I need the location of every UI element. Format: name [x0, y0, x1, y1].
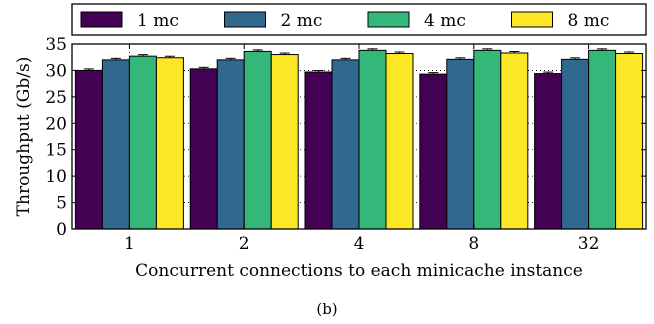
- y-tick-label: 10: [45, 167, 67, 187]
- legend-label-2mc: 2 mc: [281, 11, 323, 31]
- x-axis-label: Concurrent connections to each minicache…: [135, 261, 583, 281]
- y-tick-label: 35: [45, 35, 67, 55]
- legend-label-8mc: 8 mc: [568, 11, 610, 31]
- x-tick-label: 1: [124, 234, 135, 254]
- legend: 1 mc 2 mc 4 mc 8 mc: [71, 3, 647, 36]
- y-tick-label: 20: [45, 114, 67, 134]
- y-tick-label: 30: [45, 61, 67, 81]
- bar-4mc-1: [128, 55, 157, 230]
- y-tick-label: 25: [45, 88, 67, 108]
- bar-4mc-32: [588, 49, 617, 230]
- legend-swatch-4mc: [367, 11, 410, 28]
- x-tick-label: 32: [578, 234, 600, 254]
- bar-8mc-8: [500, 52, 529, 230]
- legend-label-1mc: 1 mc: [137, 11, 179, 31]
- figure-caption: (b): [316, 300, 338, 318]
- bar-2mc-8: [446, 58, 475, 230]
- y-axis: 0 5 10 15 20 25 30 35: [45, 35, 646, 240]
- bar-1mc-8: [419, 73, 448, 230]
- x-tick-label: 4: [354, 234, 365, 254]
- bar-2mc-4: [331, 59, 360, 230]
- bar-1mc-1: [74, 69, 103, 230]
- y-tick-label: 15: [45, 141, 67, 161]
- bar-2mc-32: [561, 58, 590, 230]
- y-tick-label: 0: [56, 220, 67, 240]
- bar-8mc-1: [155, 57, 184, 230]
- x-tick-label: 2: [239, 234, 250, 254]
- bar-2mc-2: [216, 59, 245, 230]
- legend-swatch-8mc: [511, 11, 553, 28]
- bar-8mc-4: [385, 53, 414, 230]
- bar-4mc-4: [358, 49, 387, 230]
- x-tick-label: 8: [468, 234, 479, 254]
- bar-1mc-32: [534, 73, 563, 230]
- legend-swatch-2mc: [224, 11, 266, 28]
- legend-label-4mc: 4 mc: [424, 11, 466, 31]
- y-axis-label: Throughput (Gb/s): [14, 57, 34, 217]
- bar-8mc-2: [270, 54, 299, 230]
- bars: [74, 48, 644, 230]
- bar-2mc-1: [101, 59, 130, 230]
- legend-swatch-1mc: [80, 11, 123, 28]
- x-axis: 1 2 4 8 32: [124, 44, 599, 254]
- bar-4mc-8: [473, 49, 502, 230]
- bar-4mc-2: [243, 50, 272, 230]
- bar-1mc-2: [189, 68, 218, 230]
- bar-1mc-4: [304, 71, 333, 230]
- y-tick-label: 5: [56, 194, 67, 214]
- bar-8mc-32: [615, 53, 644, 230]
